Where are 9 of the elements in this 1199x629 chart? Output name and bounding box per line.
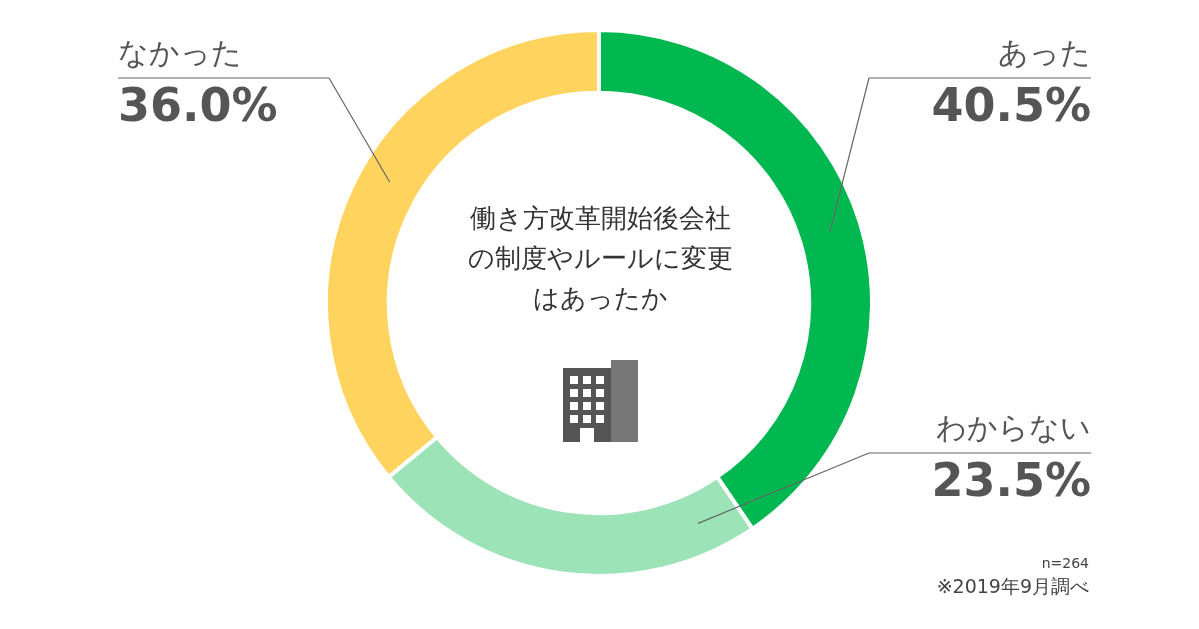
slice-label: なかった (118, 34, 242, 70)
slice-label: あった (998, 34, 1091, 70)
data-label: 23.5% (931, 452, 1091, 507)
data-label: 40.5% (931, 77, 1091, 132)
data-label: 36.0% (118, 77, 278, 132)
text: n=264 (1040, 554, 1089, 573)
text: ※2019年9月調べ (936, 574, 1089, 599)
slice-label: わからない (936, 409, 1091, 445)
text: 働き方改革開始後会社の制度やルールに変更はあったか (466, 202, 734, 315)
